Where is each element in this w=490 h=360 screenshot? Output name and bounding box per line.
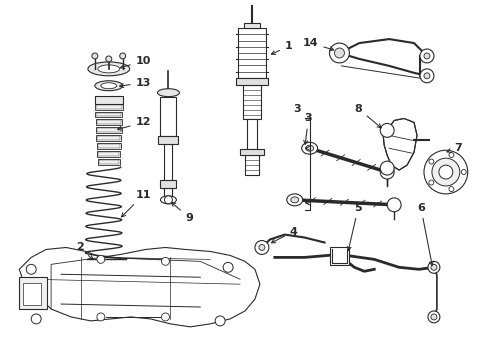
Ellipse shape <box>88 62 130 76</box>
Circle shape <box>97 313 105 321</box>
Bar <box>95 96 122 104</box>
Text: 8: 8 <box>354 104 381 128</box>
Circle shape <box>97 255 105 264</box>
Bar <box>244 23 260 28</box>
Bar <box>165 188 172 199</box>
Bar <box>161 96 176 136</box>
Circle shape <box>449 186 454 192</box>
Text: 4: 4 <box>271 226 297 243</box>
Circle shape <box>439 165 453 179</box>
Circle shape <box>31 314 41 324</box>
Circle shape <box>26 264 36 274</box>
Circle shape <box>329 43 349 63</box>
Circle shape <box>106 56 112 62</box>
Circle shape <box>431 264 437 270</box>
Ellipse shape <box>291 197 299 203</box>
Bar <box>240 149 264 155</box>
Circle shape <box>428 311 440 323</box>
Circle shape <box>424 73 430 79</box>
Bar <box>98 152 120 156</box>
Ellipse shape <box>287 194 303 206</box>
Circle shape <box>120 53 125 59</box>
Circle shape <box>223 262 233 272</box>
Bar <box>97 129 121 132</box>
Circle shape <box>429 159 434 164</box>
Text: 1: 1 <box>271 41 293 54</box>
Circle shape <box>420 49 434 63</box>
Ellipse shape <box>306 145 314 151</box>
Circle shape <box>162 313 170 321</box>
Bar <box>243 85 261 120</box>
Bar <box>97 121 121 125</box>
Circle shape <box>424 53 430 59</box>
Circle shape <box>461 170 466 175</box>
Text: 12: 12 <box>118 117 151 130</box>
Bar <box>247 120 257 149</box>
Bar <box>98 144 120 148</box>
Circle shape <box>255 240 269 255</box>
Ellipse shape <box>302 142 318 154</box>
Ellipse shape <box>161 196 176 204</box>
Ellipse shape <box>95 81 122 91</box>
Circle shape <box>387 198 401 212</box>
Circle shape <box>259 244 265 251</box>
Bar <box>96 127 122 133</box>
Circle shape <box>424 150 468 194</box>
Circle shape <box>428 261 440 273</box>
Ellipse shape <box>157 89 179 96</box>
Circle shape <box>429 180 434 185</box>
Circle shape <box>335 48 344 58</box>
Text: 11: 11 <box>122 190 151 217</box>
Bar <box>19 277 47 309</box>
Text: 14: 14 <box>303 38 334 51</box>
Circle shape <box>380 165 394 179</box>
Bar <box>95 104 122 109</box>
Circle shape <box>432 158 460 186</box>
Bar <box>245 155 259 175</box>
Bar <box>97 151 121 157</box>
Text: 10: 10 <box>121 56 151 68</box>
Text: 3: 3 <box>304 113 312 144</box>
Text: 3: 3 <box>293 104 300 113</box>
Bar <box>97 135 121 141</box>
Circle shape <box>215 316 225 326</box>
Ellipse shape <box>101 83 117 89</box>
Bar <box>158 136 178 144</box>
Circle shape <box>380 123 394 137</box>
Text: 7: 7 <box>447 143 462 153</box>
Bar <box>95 112 122 117</box>
Bar <box>96 113 122 117</box>
Bar <box>97 143 121 149</box>
Bar <box>23 283 41 305</box>
Bar <box>98 160 119 164</box>
Bar <box>98 136 120 140</box>
Circle shape <box>431 314 437 320</box>
Circle shape <box>449 153 454 158</box>
Circle shape <box>420 69 434 83</box>
Bar <box>329 247 349 265</box>
Text: 5: 5 <box>347 203 362 251</box>
Circle shape <box>380 161 394 175</box>
Bar <box>161 180 176 188</box>
Text: 6: 6 <box>417 203 433 265</box>
Ellipse shape <box>98 65 120 73</box>
Bar <box>238 28 266 78</box>
Bar <box>96 105 122 109</box>
Text: 9: 9 <box>172 202 193 223</box>
Bar <box>165 144 172 199</box>
Circle shape <box>165 196 172 204</box>
Polygon shape <box>383 118 417 170</box>
Circle shape <box>92 53 98 59</box>
Text: 13: 13 <box>120 78 151 88</box>
Bar <box>98 159 120 165</box>
Text: 2: 2 <box>76 243 93 260</box>
Bar <box>96 120 122 125</box>
Polygon shape <box>19 247 260 327</box>
Circle shape <box>162 257 170 265</box>
Bar <box>236 78 268 85</box>
